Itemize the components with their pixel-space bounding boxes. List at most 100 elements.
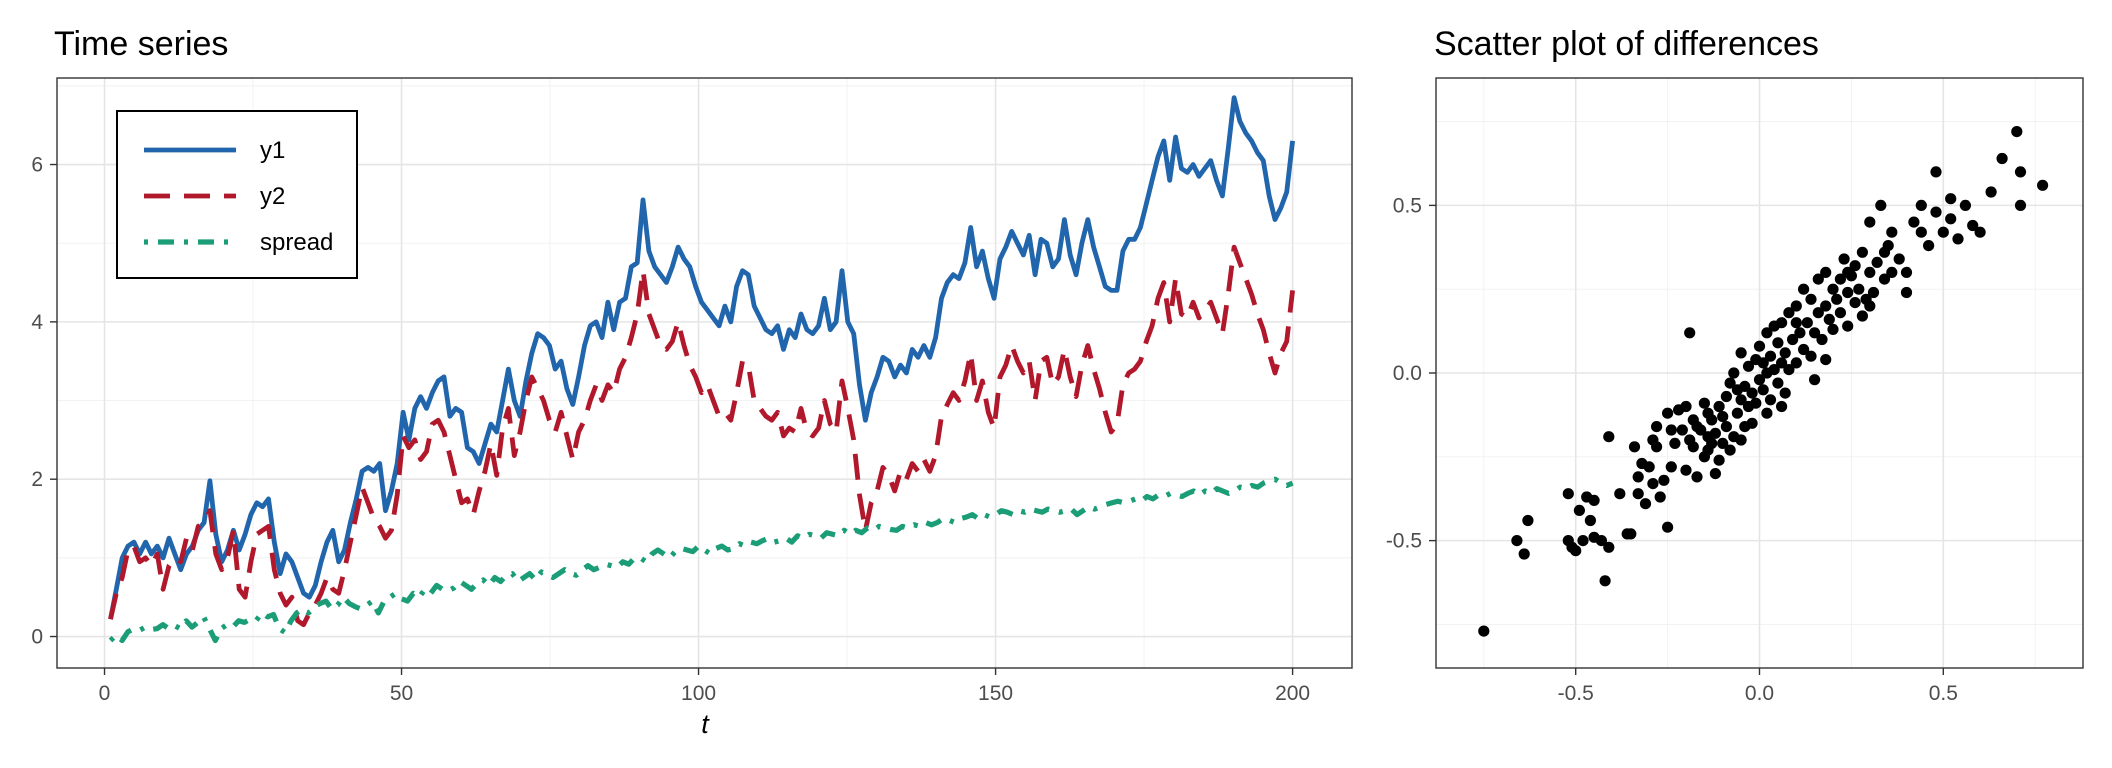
scatter-point	[1875, 199, 1887, 211]
scatter-point	[1838, 253, 1850, 265]
scatter-point	[1735, 347, 1747, 359]
scatter-point	[1595, 535, 1607, 547]
scatter-point	[1662, 407, 1674, 419]
scatter-point	[1720, 390, 1732, 403]
scatter-point	[1849, 297, 1861, 309]
scatter-point	[1757, 357, 1769, 369]
scatter-point	[1478, 625, 1490, 637]
scatter-point	[1820, 354, 1832, 366]
scatter-point	[1643, 461, 1655, 473]
scatter-point	[1518, 548, 1530, 560]
scatter-point	[1794, 327, 1806, 339]
time-series-grid	[57, 78, 1352, 668]
scatter-point	[1706, 414, 1718, 426]
scatter-point	[1614, 488, 1626, 500]
scatter-point	[1639, 498, 1652, 510]
scatter-point	[1632, 471, 1644, 483]
scatter-point	[1746, 387, 1758, 399]
time-series-title: Time series	[54, 25, 228, 63]
scatter-point	[1790, 300, 1802, 312]
scatter-point	[1753, 374, 1766, 386]
scatter-point	[1772, 377, 1784, 389]
series-line-y1	[108, 95, 1295, 620]
scatter-point	[2014, 166, 2027, 178]
scatter-point	[1864, 266, 1876, 278]
time-series-x-axis-title: t	[701, 709, 710, 739]
scatter-point	[1603, 431, 1615, 443]
x-tick-label: 100	[681, 682, 716, 705]
scatter-point	[1761, 407, 1773, 419]
scatter-point	[1632, 488, 1644, 500]
scatter-point	[1698, 397, 1710, 409]
scatter-grid	[1436, 78, 2083, 668]
scatter-point	[1724, 377, 1736, 389]
scatter-point	[1805, 293, 1817, 305]
scatter-point	[1584, 514, 1596, 527]
scatter-point	[2037, 179, 2049, 191]
x-tick-label: 0	[99, 682, 111, 705]
x-tick-label: 0.0	[1745, 682, 1774, 705]
scatter-point	[1573, 504, 1585, 516]
scatter-point	[1691, 471, 1703, 483]
scatter-point	[1853, 283, 1865, 295]
scatter-point	[1776, 317, 1788, 329]
scatter-point	[1930, 166, 1942, 178]
scatter-point	[1522, 514, 1534, 527]
scatter-point	[1687, 441, 1699, 453]
scatter-point	[1937, 226, 1949, 238]
scatter-point	[1834, 273, 1846, 285]
scatter-point	[1662, 521, 1674, 533]
x-tick-label: 0.5	[1929, 682, 1958, 705]
scatter-point	[1772, 337, 1784, 349]
x-tick-label: -0.5	[1558, 682, 1594, 705]
scatter-point	[1864, 216, 1876, 228]
scatter-point	[1805, 350, 1817, 362]
scatter-point	[1952, 233, 1964, 245]
scatter-point	[1511, 535, 1523, 547]
scatter-point	[1831, 293, 1843, 305]
scatter-point	[1842, 266, 1854, 278]
scatter-point	[1728, 367, 1740, 379]
scatter-point	[1820, 300, 1832, 312]
series-line-spread	[108, 476, 1294, 644]
scatter-point	[1974, 226, 1986, 238]
scatter-point	[1577, 535, 1589, 547]
scatter-point	[1783, 364, 1795, 376]
scatter-point	[1923, 240, 1935, 252]
scatter-point	[1658, 474, 1670, 486]
scatter-point	[1779, 347, 1791, 359]
scatter-title: Scatter plot of differences	[1434, 25, 1819, 63]
scatter-point	[1709, 427, 1721, 439]
time-series-axes: 0 50 100 150 200 0 2 4 6	[31, 154, 1310, 705]
scatter-point	[2011, 126, 2023, 138]
scatter-point	[1757, 384, 1769, 396]
scatter-point	[1886, 266, 1898, 278]
scatter-point	[1900, 266, 1913, 278]
scatter-point	[1588, 494, 1600, 506]
scatter-point	[1713, 400, 1725, 413]
scatter-point	[1827, 283, 1839, 295]
scatter-point	[1720, 421, 1732, 433]
scatter-point	[1893, 253, 1905, 265]
scatter-point	[1878, 246, 1891, 258]
legend-label-y1: y1	[260, 137, 285, 164]
y-tick-label: 4	[31, 311, 43, 334]
scatter-point	[1717, 437, 1729, 449]
scatter-point	[1651, 441, 1663, 453]
scatter-point	[1790, 317, 1802, 329]
scatter-point	[1967, 219, 1979, 232]
scatter-point	[1702, 444, 1714, 456]
scatter-point	[1709, 468, 1721, 480]
scatter-point	[1680, 464, 1692, 476]
scatter-point	[1724, 444, 1736, 456]
scatter-point	[1654, 491, 1666, 503]
scatter-point	[1798, 343, 1810, 356]
scatter-point	[1735, 394, 1747, 406]
x-tick-label: 150	[978, 682, 1013, 705]
scatter-point	[1945, 193, 1957, 205]
scatter-point	[1856, 246, 1868, 258]
scatter-point	[1849, 260, 1861, 272]
scatter-point	[1562, 488, 1574, 500]
scatter-point	[1930, 206, 1942, 218]
